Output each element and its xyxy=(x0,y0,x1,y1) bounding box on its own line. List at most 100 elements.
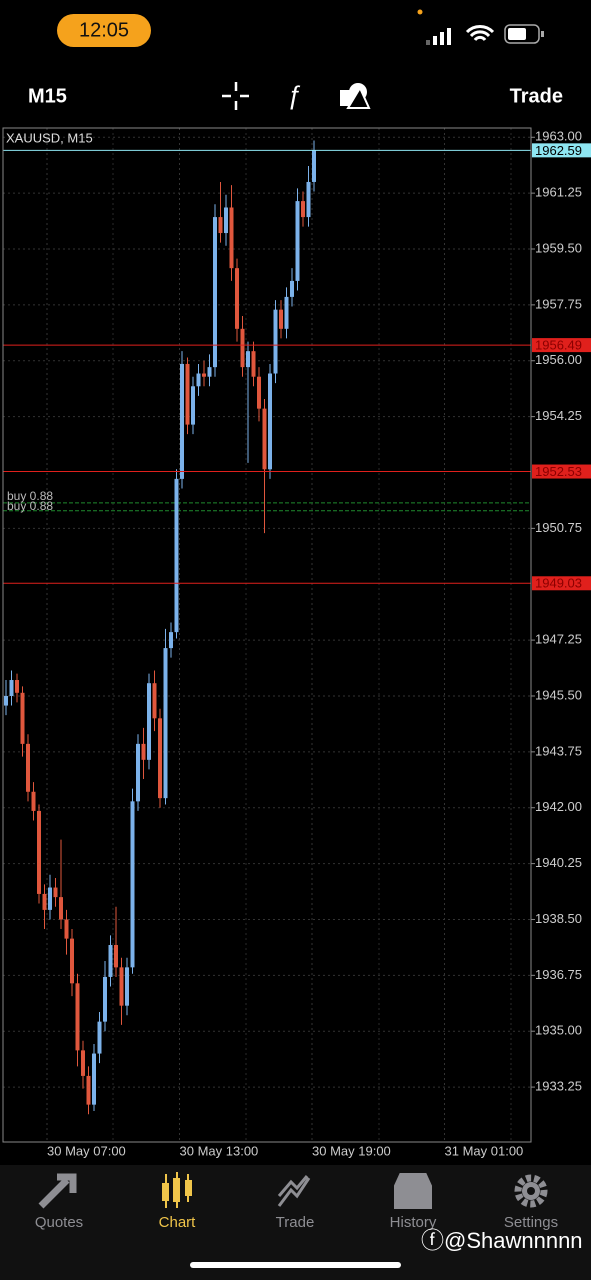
candle-body xyxy=(81,1050,85,1076)
candle-body xyxy=(174,478,179,633)
tab[interactable]: Settings xyxy=(504,1174,558,1231)
y-tick-label: 1940.25 xyxy=(535,855,582,870)
candle-body xyxy=(284,296,289,329)
tab-label: Chart xyxy=(159,1214,197,1231)
price-tag-label: 1956.49 xyxy=(535,338,582,353)
y-tick-label: 1935.00 xyxy=(535,1023,582,1038)
chart: 30 May 07:00 30 May 13:00 30 May 19:00 31 M… xyxy=(3,128,591,1158)
candle-body xyxy=(4,695,8,706)
y-tick-label: 1950.75 xyxy=(535,520,582,535)
y-tick-label: 1957.75 xyxy=(535,296,582,311)
time-pill xyxy=(57,14,151,47)
y-tick-label: 1961.25 xyxy=(535,185,582,200)
candle-body xyxy=(125,967,129,1006)
objects-button[interactable] xyxy=(340,83,371,109)
tab-icon xyxy=(277,1175,311,1207)
candle-body xyxy=(152,683,157,719)
tab-icon-shape xyxy=(277,1175,311,1207)
candle-body xyxy=(196,373,201,387)
candle-body xyxy=(169,632,173,649)
candle-body xyxy=(37,810,41,894)
candle-body xyxy=(229,207,234,269)
candle-body xyxy=(224,207,228,234)
tab[interactable]: Quotes xyxy=(35,1173,83,1231)
price-tag xyxy=(532,464,591,479)
candle-body xyxy=(136,743,140,802)
price-tag xyxy=(532,576,591,591)
trade-button[interactable]: Trade xyxy=(510,85,563,107)
candle-body xyxy=(97,1021,102,1054)
candle-body xyxy=(108,945,113,977)
y-tick-label: 1945.50 xyxy=(535,687,582,702)
candle-body xyxy=(312,150,316,182)
candle-body xyxy=(64,919,69,939)
period-button[interactable]: M15 xyxy=(28,85,67,107)
candle-body xyxy=(191,386,195,425)
candle-body xyxy=(92,1053,96,1105)
indicators-button[interactable]: ƒ xyxy=(287,80,301,110)
price-tag xyxy=(532,338,591,353)
candle-body xyxy=(86,1075,91,1105)
x-tick-label: 30 May 07:00 xyxy=(47,1143,126,1158)
candle-body xyxy=(240,328,245,368)
tab-label: Settings xyxy=(504,1214,558,1231)
candle-body xyxy=(9,680,14,696)
battery-level xyxy=(508,28,526,40)
position-label: buy 0.88 xyxy=(7,489,53,503)
tab-icon-shape xyxy=(38,1173,77,1209)
tab-icon xyxy=(394,1173,432,1209)
position-label: buy 0.88 xyxy=(7,499,53,513)
tab-label: History xyxy=(390,1214,437,1231)
candle-body xyxy=(75,983,80,1051)
x-tick-label: 30 May 13:00 xyxy=(180,1143,259,1158)
crosshair-button[interactable] xyxy=(222,82,249,110)
tab-bar xyxy=(0,1165,591,1280)
candle-body xyxy=(301,201,305,218)
y-tick-label: 1956.00 xyxy=(535,352,582,367)
candle-body xyxy=(31,791,36,811)
privacy-dot xyxy=(417,9,423,15)
tab-icon-shape xyxy=(514,1174,548,1208)
y-tick-label: 1947.25 xyxy=(535,632,582,647)
tab-icon-shape xyxy=(162,1172,192,1208)
tab[interactable]: History xyxy=(390,1173,437,1231)
candle-body xyxy=(268,373,272,470)
tab-icon xyxy=(514,1174,548,1208)
tab-icon-shape xyxy=(527,1187,535,1195)
candle-body xyxy=(235,268,239,329)
candle-body xyxy=(185,363,190,425)
tab[interactable]: Chart xyxy=(159,1172,197,1231)
candle-body xyxy=(119,967,124,1006)
candle-body xyxy=(180,363,184,479)
candle-body xyxy=(103,976,107,1022)
candle-body xyxy=(70,938,74,984)
candle-body xyxy=(42,893,47,910)
candle-body xyxy=(262,408,267,470)
watermark: @Shawnnnnn xyxy=(444,1228,583,1253)
y-tick-label: 1963.00 xyxy=(535,129,582,144)
candle-body xyxy=(279,309,283,329)
battery-tip xyxy=(541,31,544,37)
candle-body xyxy=(290,280,294,297)
candle-body xyxy=(306,181,311,218)
candle-body xyxy=(147,683,151,760)
candle-body xyxy=(141,743,146,760)
candle-body xyxy=(273,309,278,374)
tab[interactable]: Trade xyxy=(276,1175,315,1231)
price-tag-label: 1952.53 xyxy=(535,464,582,479)
candle-body xyxy=(246,351,250,368)
home-indicator xyxy=(190,1262,401,1268)
candle-body xyxy=(48,887,52,910)
battery-icon xyxy=(504,24,540,44)
chart-title: XAUUSD, M15 xyxy=(6,130,93,145)
candle-body xyxy=(295,201,300,281)
tab-label: Trade xyxy=(276,1214,315,1231)
y-tick-label: 1938.50 xyxy=(535,911,582,926)
status-time: 12:05 xyxy=(79,19,129,41)
candle-body xyxy=(130,801,135,968)
y-tick-label: 1943.75 xyxy=(535,743,582,758)
y-tick-label: 1933.25 xyxy=(535,1079,582,1094)
watermark-icon: ⓕ xyxy=(421,1227,444,1253)
candle-body xyxy=(163,648,168,799)
